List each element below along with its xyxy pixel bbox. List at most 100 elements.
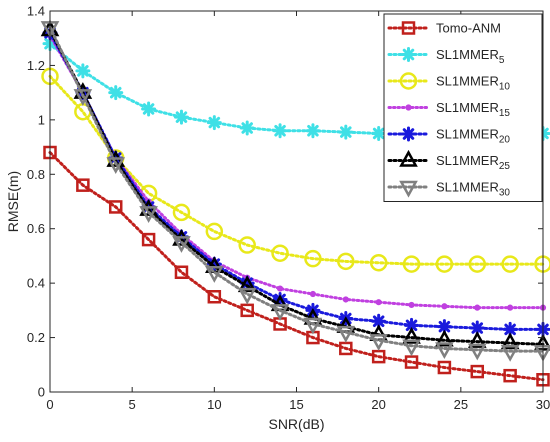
legend-marker	[401, 47, 416, 62]
data-point	[174, 265, 189, 280]
x-axis-label: SNR(dB)	[268, 416, 324, 432]
y-tick-label: 1.2	[27, 58, 45, 73]
legend-item: SL1MMER30	[387, 180, 510, 199]
data-point	[309, 290, 317, 298]
data-point	[339, 341, 353, 356]
series-line	[48, 74, 545, 266]
y-tick-label: 1.4	[27, 4, 45, 19]
legend-label: SL1MMER5	[436, 47, 505, 66]
legend-item: SL1MMER15	[387, 100, 510, 119]
series-3	[41, 67, 550, 273]
data-point	[404, 355, 419, 369]
y-tick-label: 0.8	[27, 167, 45, 182]
data-point	[141, 101, 157, 117]
series-line	[48, 28, 545, 346]
axis-ticks: 0 5 10 15 20 25 30 0 0.2 0.4 0.6 0.8 1 1.2 1.4	[27, 4, 550, 413]
data-point	[305, 123, 321, 139]
x-tick-label: 10	[207, 397, 221, 412]
data-point	[338, 124, 354, 140]
y-tick-label: 0.4	[27, 276, 45, 291]
y-tick-label: 0.6	[27, 221, 45, 236]
series-line	[48, 31, 545, 331]
data-point	[238, 236, 256, 254]
data-point	[507, 304, 514, 311]
data-point	[141, 232, 156, 247]
data-point	[106, 157, 126, 174]
legend-item: Tomo-ANM	[387, 21, 501, 36]
data-point	[371, 349, 386, 364]
legend-label-name: Tomo-ANM	[436, 21, 501, 36]
series-layer	[40, 19, 550, 387]
legend-label: SL1MMER30	[436, 180, 510, 199]
legend-marker	[401, 126, 416, 142]
data-point	[468, 255, 487, 273]
data-point	[73, 89, 93, 106]
data-point	[237, 287, 257, 305]
data-point	[437, 360, 452, 375]
data-point	[173, 109, 189, 125]
data-point	[271, 244, 289, 262]
data-point	[435, 255, 454, 273]
data-point	[303, 317, 323, 335]
x-tick-label: 0	[46, 397, 53, 412]
data-point	[270, 304, 290, 321]
x-tick-label: 30	[536, 397, 550, 412]
legend-marker	[399, 180, 418, 198]
legend-label-subscript: 15	[499, 108, 511, 119]
series-line	[48, 33, 545, 310]
data-point	[441, 303, 448, 310]
data-point	[237, 275, 257, 293]
legend-label-name: SL1MMER	[436, 153, 499, 168]
x-tick-label: 20	[371, 397, 385, 412]
legend-label: Tomo-ANM	[436, 21, 501, 36]
data-point	[501, 255, 519, 273]
legend-item: SL1MMER10	[387, 72, 510, 93]
legend-item: SL1MMER20	[387, 126, 510, 146]
data-point	[500, 344, 520, 362]
series-line	[48, 25, 545, 353]
data-point	[304, 249, 322, 268]
data-point	[207, 290, 222, 304]
data-point	[206, 115, 222, 131]
legend-marker	[401, 21, 416, 35]
legend-marker	[405, 104, 412, 111]
legend-label-subscript: 25	[499, 161, 511, 172]
legend-label-subscript: 5	[499, 55, 505, 66]
data-point	[369, 334, 388, 351]
y-tick-label: 0	[38, 385, 45, 400]
data-point	[470, 364, 485, 379]
legend-item: SL1MMER25	[387, 149, 510, 172]
legend-label-name: SL1MMER	[436, 180, 499, 195]
data-point	[371, 125, 387, 141]
data-point	[503, 368, 517, 383]
legend-label-name: SL1MMER	[436, 47, 499, 62]
legend-label-subscript: 30	[499, 188, 511, 199]
legend-label: SL1MMER20	[436, 127, 510, 146]
data-point	[435, 329, 454, 347]
x-tick-label: 25	[454, 397, 468, 412]
data-point	[205, 222, 224, 241]
data-point	[276, 285, 284, 292]
data-point	[369, 253, 388, 272]
x-tick-label: 5	[129, 397, 136, 412]
data-point	[76, 178, 90, 192]
x-tick-label: 15	[289, 397, 303, 412]
y-tick-label: 0.2	[27, 330, 45, 345]
legend-label: SL1MMER25	[436, 153, 510, 172]
legend-label: SL1MMER15	[436, 100, 510, 119]
legend-label: SL1MMER10	[436, 74, 510, 93]
data-point	[500, 332, 520, 350]
y-tick-label: 1	[38, 112, 45, 127]
y-axis-label: RMSE(m)	[5, 171, 21, 232]
data-point	[467, 331, 487, 348]
data-point	[402, 339, 421, 357]
legend-label-name: SL1MMER	[436, 100, 499, 115]
data-point	[172, 236, 191, 253]
data-point	[172, 203, 191, 222]
data-point	[474, 304, 481, 311]
data-point	[402, 255, 421, 273]
legend-item: SL1MMER5	[387, 47, 505, 66]
data-point	[402, 326, 421, 344]
legend-marker	[399, 149, 418, 167]
